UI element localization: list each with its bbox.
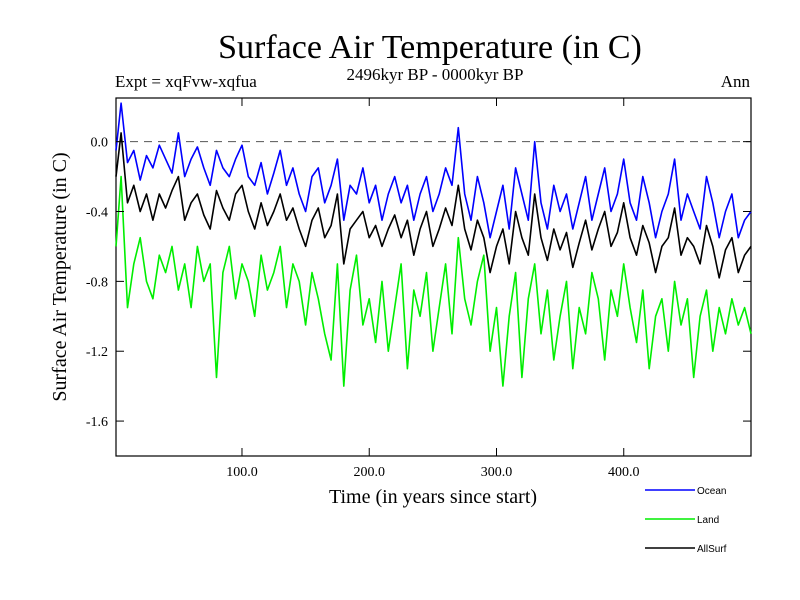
x-tick-label: 300.0 — [481, 465, 513, 480]
chart-title: Surface Air Temperature (in C) — [218, 29, 642, 66]
legend-label-land: Land — [697, 515, 719, 526]
legend-label-allsurf: AllSurf — [697, 544, 727, 555]
legend-label-ocean: Ocean — [697, 486, 726, 497]
y-tick-label: -0.4 — [86, 206, 108, 221]
x-tick-label: 200.0 — [353, 465, 385, 480]
experiment-label: Expt = xqFvw-xqfua — [115, 72, 257, 91]
x-axis-ticks: 100.0 200.0 300.0 400.0 — [226, 98, 639, 480]
series-group — [115, 102, 752, 387]
x-tick-label: 100.0 — [226, 465, 258, 480]
legend: Ocean Land AllSurf — [645, 486, 727, 555]
x-tick-label: 400.0 — [608, 465, 640, 480]
series-line-ocean — [115, 102, 752, 239]
y-axis-ticks: 0.0 -0.4 -0.8 -1.2 -1.6 — [86, 136, 751, 430]
y-tick-label: -1.2 — [86, 345, 108, 360]
x-axis-label: Time (in years since start) — [329, 486, 537, 508]
season-label: Ann — [721, 72, 751, 91]
y-tick-label: -1.6 — [86, 415, 108, 430]
series-line-land — [115, 175, 752, 387]
y-axis-label: Surface Air Temperature (in C) — [49, 152, 71, 401]
chart-subtitle: 2496kyr BP - 0000kyr BP — [347, 65, 524, 84]
series-line-allsurf — [115, 132, 752, 279]
y-tick-label: -0.8 — [86, 275, 108, 290]
y-tick-label: 0.0 — [91, 136, 109, 151]
plot-frame — [115, 97, 752, 457]
